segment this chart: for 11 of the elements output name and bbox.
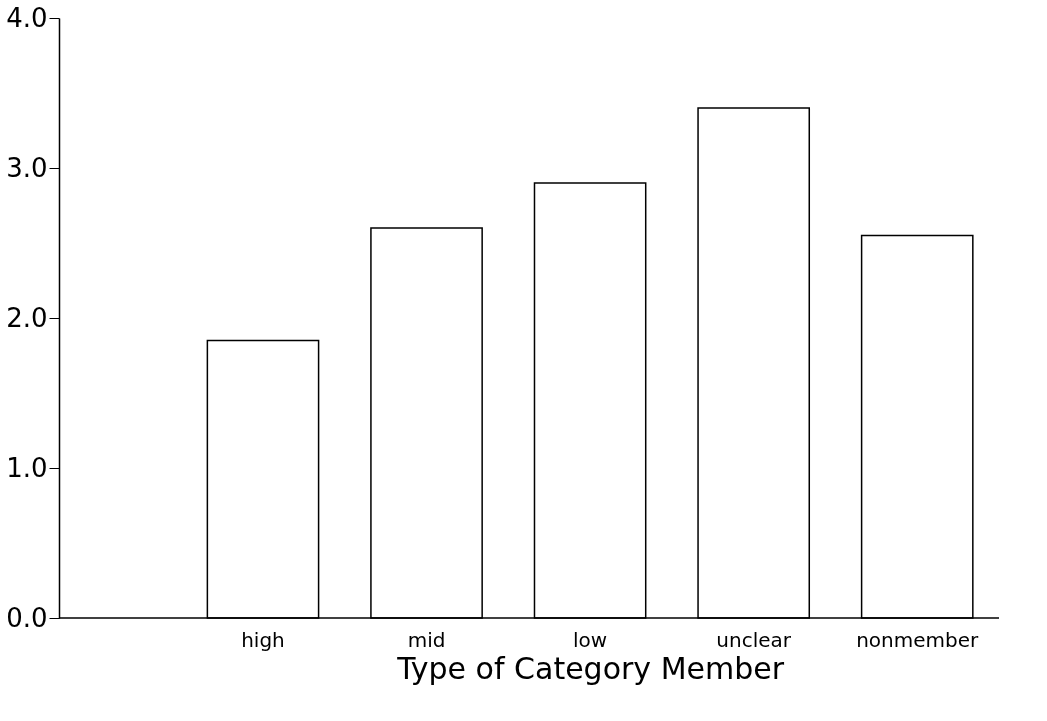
x-tick-label: mid [407, 627, 446, 652]
y-tick-label: 1.0 [6, 452, 48, 483]
x-tick-label: low [573, 627, 608, 652]
y-tick-label: 3.0 [6, 152, 48, 183]
y-tick-label: 0.0 [6, 602, 48, 633]
x-tick-label: unclear [716, 627, 792, 652]
y-tick-label: 4.0 [6, 2, 48, 33]
x-tick-label: high [241, 627, 285, 652]
x-tick-label: nonmember [856, 627, 980, 652]
y-tick-label: 2.0 [6, 302, 48, 333]
x-axis-title: Type of Category Member [396, 650, 785, 686]
